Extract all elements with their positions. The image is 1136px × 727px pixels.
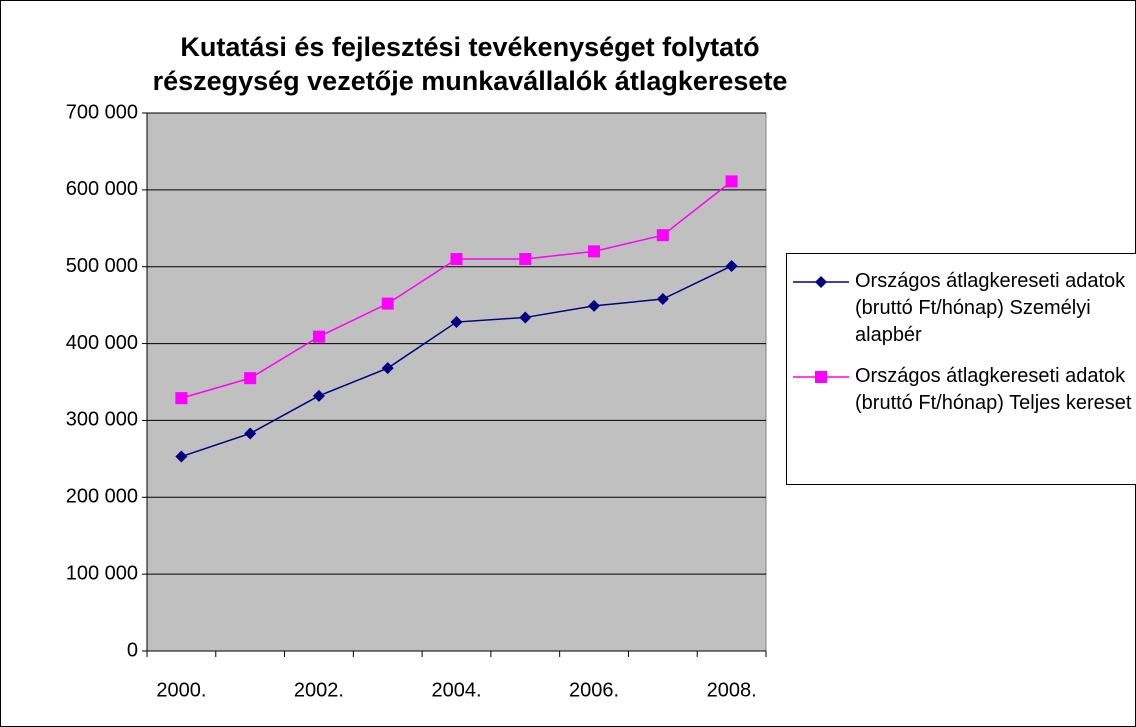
legend: Országos átlagkereseti adatok (bruttó Ft…: [786, 253, 1136, 485]
legend-label: Országos átlagkereseti adatok (bruttó Ft…: [855, 270, 1126, 346]
y-tick-label: 100 000: [66, 562, 138, 584]
plot-area: [146, 112, 767, 652]
legend-key: [793, 276, 849, 288]
y-tick-label: 300 000: [66, 409, 138, 431]
marker: [519, 253, 532, 266]
marker: [244, 372, 257, 385]
marker: [815, 371, 827, 383]
legend-item: Országos átlagkereseti adatok (bruttó Ft…: [787, 268, 1135, 349]
y-tick-label: 500 000: [66, 255, 138, 277]
marker: [244, 427, 257, 440]
marker: [588, 245, 601, 258]
y-tick-label: 400 000: [66, 332, 138, 354]
chart-title: Kutatási és fejlesztési tevékenységet fo…: [152, 32, 788, 96]
marker: [175, 392, 188, 405]
y-tick-label: 0: [127, 639, 138, 661]
legend-label: Országos átlagkereseti adatok (bruttó Ft…: [855, 365, 1132, 414]
x-tick-label: 2004.: [431, 679, 481, 701]
marker: [725, 259, 738, 272]
legend-key: [793, 371, 849, 383]
marker: [175, 450, 188, 463]
marker: [656, 292, 669, 305]
marker: [519, 311, 532, 324]
x-tick-label: 2006.: [569, 679, 619, 701]
marker: [450, 253, 463, 266]
marker: [312, 389, 325, 402]
y-tick-label: 700 000: [66, 101, 138, 123]
marker: [381, 297, 394, 310]
marker: [450, 316, 463, 329]
marker: [381, 362, 394, 375]
marker: [588, 299, 601, 312]
y-tick-label: 600 000: [66, 178, 138, 200]
y-tick-label: 200 000: [66, 486, 138, 508]
x-tick-label: 2002.: [294, 679, 344, 701]
marker: [815, 276, 827, 288]
x-tick-label: 2000.: [156, 679, 206, 701]
marker: [656, 229, 669, 242]
legend-item: Országos átlagkereseti adatok (bruttó Ft…: [787, 363, 1135, 417]
x-tick-label: 2008.: [707, 679, 757, 701]
marker: [725, 175, 738, 188]
marker: [312, 330, 325, 343]
